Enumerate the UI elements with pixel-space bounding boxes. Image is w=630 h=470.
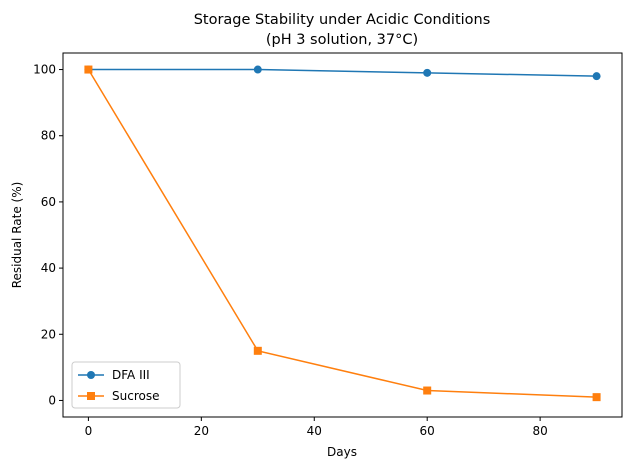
legend-entry-sucrose: Sucrose xyxy=(78,389,159,403)
plot-frame xyxy=(62,52,623,418)
y-tick-label: 40 xyxy=(41,261,56,275)
series-sucrose xyxy=(84,65,601,402)
legend-label: DFA III xyxy=(112,368,150,382)
legend-label: Sucrose xyxy=(112,389,159,403)
data-point xyxy=(253,65,262,74)
legend-marker xyxy=(87,371,95,379)
x-axis-label: Days xyxy=(327,445,357,459)
x-tick-label: 20 xyxy=(194,424,209,438)
legend-marker xyxy=(87,392,95,400)
x-axis: 0 20 40 60 80 xyxy=(85,417,548,438)
y-axis-label: Residual Rate (%) xyxy=(10,182,24,289)
chart-title-line-2: (pH 3 solution, 37°C) xyxy=(266,32,418,48)
series-line xyxy=(87,69,597,398)
y-tick-label: 100 xyxy=(33,63,56,77)
chart-title: Storage Stability under Acidic Condition… xyxy=(194,12,491,48)
y-tick-label: 80 xyxy=(41,129,56,143)
y-tick-label: 0 xyxy=(48,393,56,407)
y-axis: 0 20 40 60 80 100 xyxy=(33,63,63,407)
x-tick-label: 40 xyxy=(307,424,322,438)
legend-entry-dfa-iii: DFA III xyxy=(78,368,150,382)
x-tick-label: 80 xyxy=(532,424,547,438)
legend: DFA III Sucrose xyxy=(71,361,181,409)
y-tick-label: 60 xyxy=(41,195,56,209)
data-point xyxy=(84,65,93,74)
data-point xyxy=(592,72,601,81)
x-tick-label: 0 xyxy=(85,424,93,438)
series-line xyxy=(88,68,597,77)
series-dfa-iii xyxy=(84,65,601,81)
data-point xyxy=(423,386,432,395)
data-point xyxy=(592,393,601,402)
data-point xyxy=(253,346,262,355)
data-point xyxy=(423,68,432,77)
plot-area xyxy=(84,65,601,402)
x-tick-label: 60 xyxy=(420,424,435,438)
chart-title-line-1: Storage Stability under Acidic Condition… xyxy=(194,12,491,28)
y-tick-label: 20 xyxy=(41,327,56,341)
